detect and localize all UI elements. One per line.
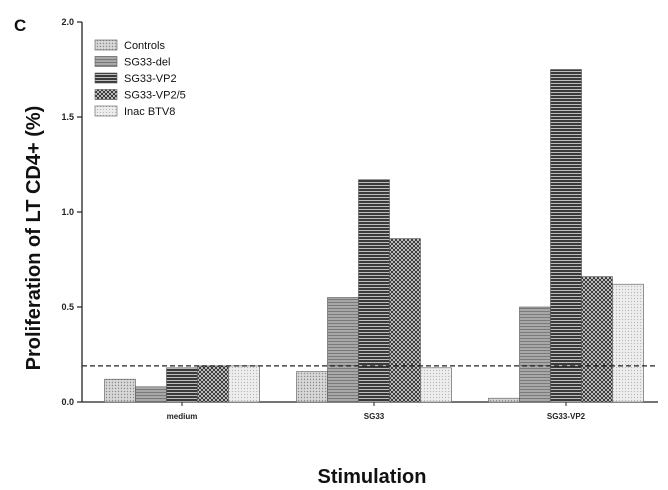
bars <box>104 69 644 403</box>
bar-sg33-vp2-sg33 <box>358 179 390 403</box>
legend-swatch <box>94 39 118 51</box>
y-tick-label: 2.0 <box>61 17 74 27</box>
bar-inac-btv8-medium <box>228 365 260 403</box>
legend: Controls SG33-del SG33-VP2 SG33-VP2/5 Inac B… <box>94 39 186 118</box>
bar-sg33-vp2-5-sg33-vp2 <box>581 276 613 403</box>
bar-sg33-del-sg33-vp2 <box>519 306 551 403</box>
legend-swatch <box>94 105 118 117</box>
y-tick-label: 0.0 <box>61 397 74 407</box>
bar-sg33-del-sg33 <box>327 297 359 403</box>
legend-label: Controls <box>124 40 165 52</box>
legend-swatch <box>94 89 118 100</box>
bar-sg33-del-medium <box>135 386 167 403</box>
y-tick-label: 0.5 <box>61 302 74 312</box>
bar-inac-btv8-sg33-vp2 <box>612 283 644 403</box>
bar-sg33-vp2-medium <box>166 367 198 403</box>
bar-sg33-vp2-sg33-vp2 <box>550 69 582 403</box>
bar-sg33-vp2-5-sg33 <box>389 238 421 403</box>
bar-controls-sg33-vp2 <box>488 397 520 403</box>
bar-controls-medium <box>104 378 136 403</box>
x-category-label: SG33 <box>364 412 385 421</box>
bar-inac-btv8-sg33 <box>420 367 452 403</box>
y-tick-label: 1.5 <box>61 112 74 122</box>
panel-letter: C <box>14 16 26 35</box>
x-axis-title: Stimulation <box>318 466 427 488</box>
y-axis-title: Proliferation of LT CD4+ (%) <box>23 106 45 371</box>
y-tick-label: 1.0 <box>61 207 74 217</box>
bar-controls-sg33 <box>296 371 328 403</box>
bar-sg33-vp2-5-medium <box>197 365 229 403</box>
legend-swatch <box>94 72 118 84</box>
legend-label: SG33-VP2 <box>124 73 177 85</box>
legend-label: SG33-del <box>124 57 170 69</box>
legend-swatch <box>94 56 118 67</box>
legend-label: Inac BTV8 <box>124 106 175 118</box>
legend-label: SG33-VP2/5 <box>124 90 186 102</box>
x-category-label: medium <box>167 412 198 421</box>
x-category-label: SG33-VP2 <box>547 412 586 421</box>
